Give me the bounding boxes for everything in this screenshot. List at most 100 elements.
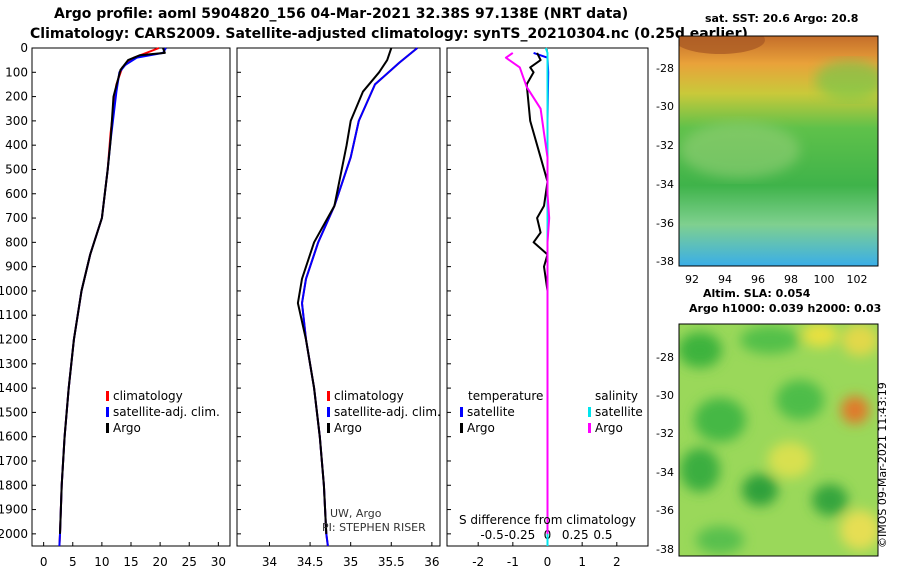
legend-label-argo: Argo [334, 421, 362, 435]
temperature-panel: 0100200300400500600700800900100011001200… [0, 41, 451, 569]
salinity-x-tick-label: 35 [343, 555, 358, 569]
sst-lat-label: -30 [656, 100, 674, 113]
sst-lon-label: 96 [751, 273, 765, 286]
legend-label-sal-argo: Argo [595, 421, 623, 435]
depth-tick-label: 700 [5, 211, 28, 225]
salinity-series [296, 47, 418, 547]
temperature-x-tick-label: 25 [182, 555, 197, 569]
sla-lat-label: -38 [656, 543, 674, 556]
plot-title-line2: Climatology: CARS2009. Satellite-adjuste… [30, 26, 748, 42]
sla-high-patch [768, 442, 812, 478]
salinity-x-tick-label: 34 [262, 555, 277, 569]
difference-x-tick-label: 0 [544, 555, 552, 569]
depth-tick-label: 900 [5, 260, 28, 274]
legend-swatch-satellite-adj [106, 407, 109, 417]
plot-title-line1: Argo profile: aoml 5904820_156 04-Mar-20… [54, 6, 629, 22]
difference-x-tick-label: 2 [613, 555, 621, 569]
depth-tick-label: 200 [5, 90, 28, 104]
salinity-x-axis: 34 34.5 35 35.5 36 [262, 542, 440, 569]
sla-low-patch [776, 380, 824, 420]
depth-tick-label: 1000 [0, 284, 28, 298]
legend-label-sal-satellite: satellite [595, 405, 643, 419]
legend-swatch-temp-satellite [460, 407, 463, 417]
sla-low-patch [696, 526, 744, 554]
legend-swatch-argo [106, 423, 109, 433]
sla-map-title-line1: Altim. SLA: 0.054 [703, 287, 811, 300]
sst-map-title: sat. SST: 20.6 Argo: 20.8 [705, 12, 859, 25]
legend-swatch-climatology [106, 391, 109, 401]
sla-low-patch [680, 448, 720, 492]
sla-high-patch [840, 510, 878, 550]
legend-label-temp-argo: Argo [467, 421, 495, 435]
depth-tick-label: 1400 [0, 381, 28, 395]
sst-lon-axis: 92 94 96 98 100 102 [685, 273, 868, 286]
salinity-panel-frame [236, 47, 441, 547]
legend-swatch-satellite-adj [327, 407, 330, 417]
depth-tick-label: 1700 [0, 454, 28, 468]
sst-lon-label: 92 [685, 273, 699, 286]
legend-label-temp-satellite: satellite [467, 405, 515, 419]
temperature-x-tick-label: 5 [69, 555, 77, 569]
temperature-series [58, 47, 167, 547]
sst-lat-axis: -28 -30 -32 -34 -36 -38 [656, 62, 674, 268]
depth-tick-label: 400 [5, 138, 28, 152]
difference-secondary-tick-label: 0.25 [562, 528, 589, 542]
salinity-x-tick-label: 34.5 [297, 555, 324, 569]
sla-lat-label: -36 [656, 504, 674, 517]
sst-lat-label: -32 [656, 139, 674, 152]
difference-x-tick-label: -2 [472, 555, 484, 569]
sla-high-patch [842, 324, 878, 356]
difference-secondary-tick-label: -0.25 [504, 528, 535, 542]
temperature-legend: climatology satellite-adj. clim. Argo [106, 389, 220, 435]
legend-swatch-sal-satellite [588, 407, 591, 417]
sst-warm-patch [679, 36, 765, 54]
legend-swatch-temp-argo [460, 423, 463, 433]
depth-tick-label: 1500 [0, 405, 28, 419]
legend-label-satellite-adj: satellite-adj. clim. [113, 405, 220, 419]
temperature-x-axis: 0 5 10 15 20 25 30 [40, 542, 226, 569]
depth-tick-label: 1900 [0, 503, 28, 517]
difference-secondary-tick-label: 0.5 [593, 528, 612, 542]
legend-label-satellite-adj: satellite-adj. clim. [334, 405, 441, 419]
salinity-legend: climatology satellite-adj. clim. Argo [327, 389, 441, 435]
salinity-series-climatology [301, 47, 418, 547]
sst-map: -28 -30 -32 -34 -36 -38 92 94 96 98 100 … [656, 35, 879, 286]
depth-axis: 0 100 200 300 400 500 600 700 800 900 1000 1100 1200… [0, 41, 451, 541]
difference-series [504, 47, 551, 546]
temperature-x-tick-label: 30 [211, 555, 226, 569]
legend-swatch-sal-argo [588, 423, 591, 433]
difference-legend: temperature salinity satellite Argo sate… [460, 389, 643, 435]
sst-lat-label: -38 [656, 255, 674, 268]
temperature-x-tick-label: 0 [40, 555, 48, 569]
depth-tick-label: 2000 [0, 527, 28, 541]
sla-high-patch [802, 324, 838, 347]
depth-tick-label: 1600 [0, 430, 28, 444]
salinity-series-argo [296, 47, 393, 534]
temperature-x-tick-label: 20 [152, 555, 167, 569]
difference-secondary-tick-label: -0.5 [480, 528, 503, 542]
depth-tick-label: 1300 [0, 357, 28, 371]
salinity-x-tick-label: 35.5 [378, 555, 405, 569]
depth-tick-label: 0 [20, 41, 28, 55]
depth-tick-label: 1800 [0, 478, 28, 492]
sla-lat-axis: -28 -30 -32 -34 -36 -38 [656, 351, 674, 556]
difference-axis-label: S difference from climatology [459, 513, 636, 527]
sla-low-patch [694, 398, 746, 442]
temperature-series-climatology [58, 47, 160, 547]
salinity-x-tick-label: 36 [424, 555, 439, 569]
temperature-x-tick-label: 10 [94, 555, 109, 569]
sla-map-frame [678, 323, 879, 557]
sst-lon-label: 94 [718, 273, 732, 286]
sst-lon-label: 102 [847, 273, 868, 286]
legend-label-climatology: climatology [334, 389, 404, 403]
depth-tick-label: 500 [5, 162, 28, 176]
sst-map-frame [678, 35, 879, 267]
depth-tick-label: 600 [5, 187, 28, 201]
depth-tick-label: 1200 [0, 333, 28, 347]
sst-lon-label: 100 [814, 273, 835, 286]
sla-lat-label: -34 [656, 466, 674, 479]
temperature-series-argo [59, 47, 166, 534]
depth-tick-label: 1100 [0, 308, 28, 322]
